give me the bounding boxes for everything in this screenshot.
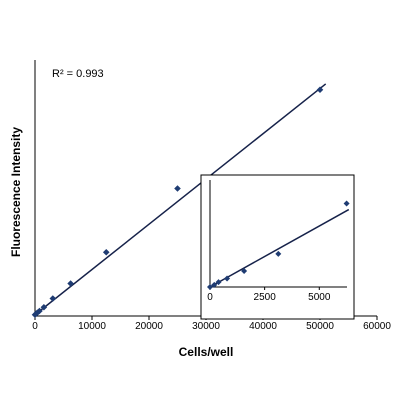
main-points	[31, 86, 324, 319]
inset-x-tick-label: 0	[207, 292, 213, 303]
inset-data-point	[211, 281, 218, 288]
main-x-tick-label: 40000	[249, 321, 277, 332]
main-x-tick-label: 50000	[306, 321, 334, 332]
main-data-point	[102, 248, 110, 256]
main-data-point	[174, 185, 181, 192]
main-data-point	[67, 280, 74, 287]
main-x-tick-label: 30000	[192, 321, 220, 332]
main-data-point	[40, 303, 48, 311]
inset-data-point	[275, 250, 282, 257]
inset-x-tick-label: 5000	[308, 292, 331, 303]
inset-frame	[200, 174, 355, 320]
main-data-point	[316, 86, 324, 94]
main-x-tick-label: 10000	[78, 321, 106, 332]
main-x-tick-label: 20000	[135, 321, 163, 332]
inset-x-tick-label: 2500	[254, 292, 277, 303]
main-x-tick-label: 60000	[363, 321, 391, 332]
inset-points	[207, 200, 350, 290]
main-data-point	[33, 309, 41, 317]
inset-data-point	[241, 267, 248, 274]
main-data-point	[49, 295, 57, 302]
main-x-ticks: 0 10000 20000 30000 40000 50000 60000	[32, 316, 391, 332]
inset-plot: 0 2500 5000	[207, 180, 350, 303]
inset-data-point	[343, 200, 350, 207]
inset-data-point	[207, 284, 213, 290]
inset-data-point	[224, 275, 231, 282]
main-trendline	[34, 83, 327, 316]
main-data-point	[36, 307, 43, 315]
main-plot: 0 10000 20000 30000 40000 50000 60000	[31, 60, 391, 332]
inset-trendline	[209, 208, 350, 288]
main-x-tick-label: 0	[32, 321, 38, 332]
x-axis-title: Cells/well	[179, 345, 234, 359]
inset-data-point	[215, 279, 222, 286]
r-squared-annotation: R² = 0.993	[52, 68, 104, 80]
y-axis-title: Fluorescence Intensity	[9, 127, 23, 257]
